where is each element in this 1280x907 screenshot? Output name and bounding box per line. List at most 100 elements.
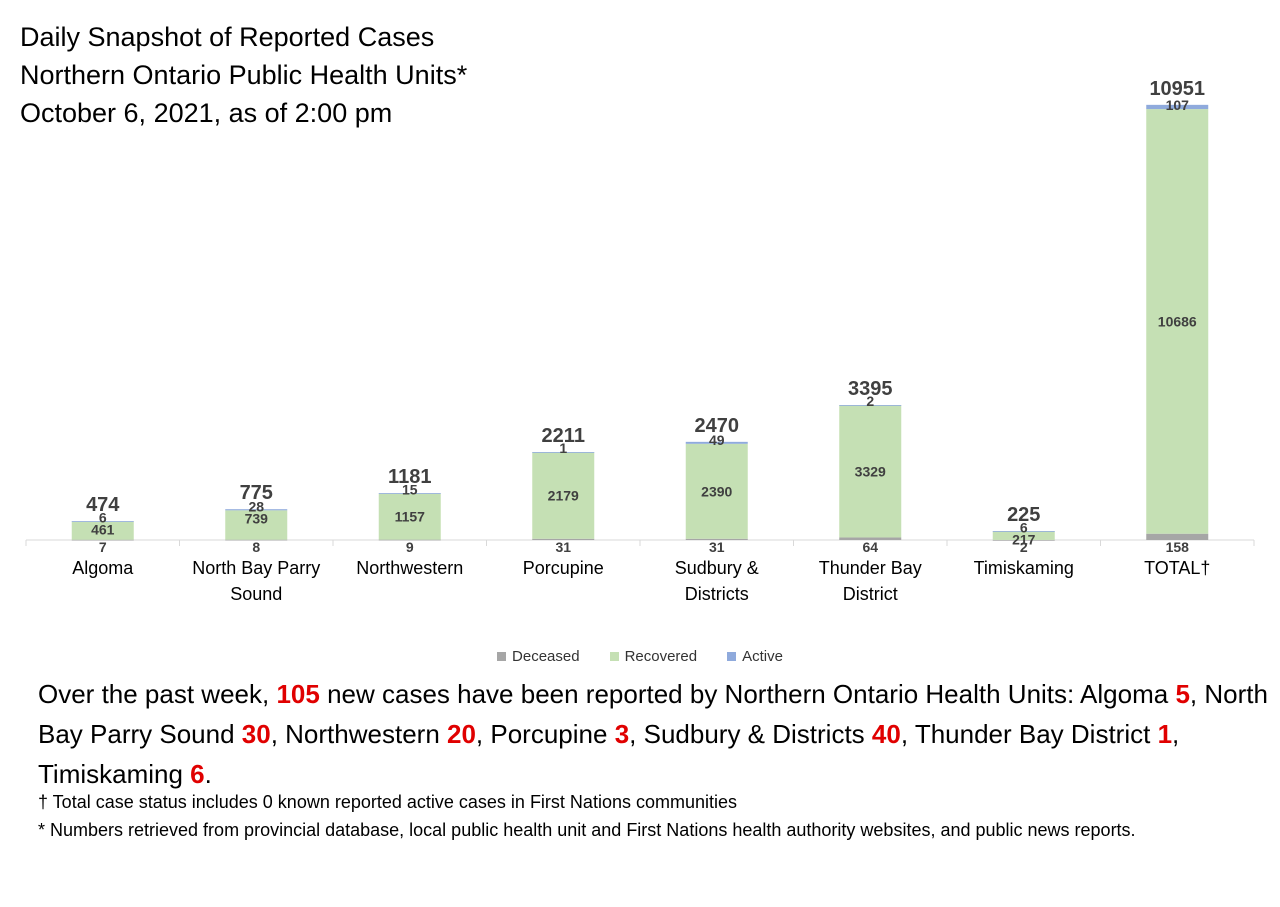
data-label-total: 2470 <box>695 415 740 437</box>
summary-unit-name: Algoma <box>1080 679 1176 709</box>
footnotes: † Total case status includes 0 known rep… <box>38 788 1268 844</box>
weekly-summary: Over the past week, 105 new cases have b… <box>38 674 1268 794</box>
data-label-recovered: 10686 <box>1158 313 1197 329</box>
data-label-total: 775 <box>240 482 273 504</box>
data-label-active: 1 <box>559 440 567 456</box>
x-tick-label: Sudbury & <box>675 558 759 578</box>
summary-unit-north-bay: North Bay Parry Sound 30, <box>38 679 1268 749</box>
data-label-total: 2211 <box>542 425 585 447</box>
summary-separator: , <box>475 719 491 749</box>
bar-segment-deceased <box>532 538 595 540</box>
bar-segment-recovered <box>685 443 748 539</box>
bar-segment-active <box>71 521 134 522</box>
summary-unit-value: 40 <box>871 719 901 749</box>
bar-segment-active <box>1146 104 1209 110</box>
title-line-3: October 6, 2021, as of 2:00 pm <box>20 98 393 128</box>
summary-separator: , <box>900 719 915 749</box>
summary-total-new: 105 <box>276 679 320 709</box>
data-label-total: 3395 <box>848 378 893 400</box>
x-tick-label: Sound <box>230 584 282 604</box>
bar-segment-active <box>992 531 1055 532</box>
data-label-recovered: 217 <box>1012 531 1036 547</box>
bar-segment-active <box>532 452 595 453</box>
bar-segment-active <box>378 493 441 494</box>
x-tick-label: North Bay Parry <box>192 558 320 578</box>
bar-segment-active <box>839 405 902 406</box>
data-label-recovered: 1157 <box>395 509 426 525</box>
summary-unit-sudbury: Sudbury & Districts 40, <box>644 719 915 749</box>
summary-intro-2: new cases have been reported by Northern… <box>319 679 1081 709</box>
summary-unit-northwestern: Northwestern 20, <box>285 719 490 749</box>
data-label-deceased: 31 <box>709 539 725 555</box>
summary-intro: Over the past week, <box>38 679 277 709</box>
bar-segment-recovered <box>225 510 288 540</box>
data-label-total: 1181 <box>388 466 431 488</box>
summary-unit-name: Sudbury & Districts <box>643 719 872 749</box>
summary-unit-name: Porcupine <box>490 719 615 749</box>
x-tick-label: Porcupine <box>523 558 604 578</box>
bar-segment-recovered <box>1146 109 1209 534</box>
footnote-dagger: † Total case status includes 0 known rep… <box>38 792 737 812</box>
summary-unit-name: Thunder Bay District <box>914 719 1158 749</box>
summary-separator: , <box>270 719 286 749</box>
data-label-recovered: 3329 <box>855 463 886 479</box>
data-label-total: 474 <box>86 494 120 516</box>
data-label-active: 6 <box>1020 519 1028 535</box>
bar-segment-recovered <box>378 493 441 540</box>
summary-separator: , <box>629 719 644 749</box>
bar-segment-deceased <box>992 539 1055 541</box>
bar-segment-deceased <box>71 539 134 541</box>
data-label-active: 107 <box>1166 97 1190 113</box>
x-tick-label: District <box>843 584 898 604</box>
summary-unit-value: 20 <box>447 719 476 749</box>
bar-segment-deceased <box>839 537 902 540</box>
data-label-deceased: 8 <box>252 539 260 555</box>
bar-segment-deceased <box>378 539 441 541</box>
bar-segment-deceased <box>685 538 748 540</box>
legend-label-deceased: Deceased <box>512 648 580 665</box>
summary-unit-value: 6 <box>190 759 205 789</box>
footnote-asterisk: * Numbers retrieved from provincial data… <box>38 820 1136 840</box>
title-line-2: Northern Ontario Public Health Units* <box>20 60 468 90</box>
summary-unit-timiskaming: Timiskaming 6. <box>38 759 212 789</box>
x-tick-label: Districts <box>685 584 749 604</box>
bar-segment-active <box>225 509 288 511</box>
bar-segment-recovered <box>839 405 902 538</box>
summary-separator: , <box>1172 719 1180 749</box>
summary-unit-name: Northwestern <box>285 719 447 749</box>
summary-unit-value: 30 <box>241 719 271 749</box>
chart-title: Daily Snapshot of Reported Cases Norther… <box>20 18 467 132</box>
summary-separator: , <box>1189 679 1205 709</box>
legend-label-active: Active <box>742 648 783 665</box>
bar-segment-recovered <box>992 531 1055 540</box>
summary-unit-name: North Bay Parry Sound <box>38 679 1268 749</box>
summary-unit-value: 1 <box>1157 719 1173 749</box>
x-tick-label: Timiskaming <box>974 558 1074 578</box>
bar-segment-recovered <box>71 521 134 540</box>
bar-segment-deceased <box>225 539 288 541</box>
chart-legend: Deceased Recovered Active <box>0 648 1280 665</box>
summary-unit-name: Timiskaming <box>38 759 191 789</box>
x-tick-label: TOTAL† <box>1144 558 1210 578</box>
data-label-deceased: 158 <box>1166 539 1190 555</box>
data-label-deceased: 2 <box>1020 539 1028 555</box>
x-tick-label: Northwestern <box>356 558 463 578</box>
bar-segment-active <box>685 441 748 444</box>
legend-label-recovered: Recovered <box>624 648 698 665</box>
legend-item-recovered: Recovered <box>609 648 698 665</box>
data-label-total: 10951 <box>1149 78 1205 100</box>
data-label-total: 225 <box>1007 504 1040 526</box>
summary-unit-algoma: Algoma 5, <box>1080 679 1204 709</box>
data-label-active: 2 <box>866 393 874 409</box>
data-label-active: 15 <box>402 482 418 498</box>
summary-separator: . <box>204 759 212 789</box>
data-label-recovered: 2179 <box>548 487 579 503</box>
summary-unit-value: 3 <box>614 719 630 749</box>
data-label-recovered: 461 <box>91 521 115 537</box>
legend-swatch-deceased <box>497 652 507 661</box>
data-label-active: 6 <box>99 509 107 525</box>
legend-item-deceased: Deceased <box>497 648 580 665</box>
legend-swatch-active <box>727 652 737 661</box>
x-tick-label: Algoma <box>72 558 134 578</box>
